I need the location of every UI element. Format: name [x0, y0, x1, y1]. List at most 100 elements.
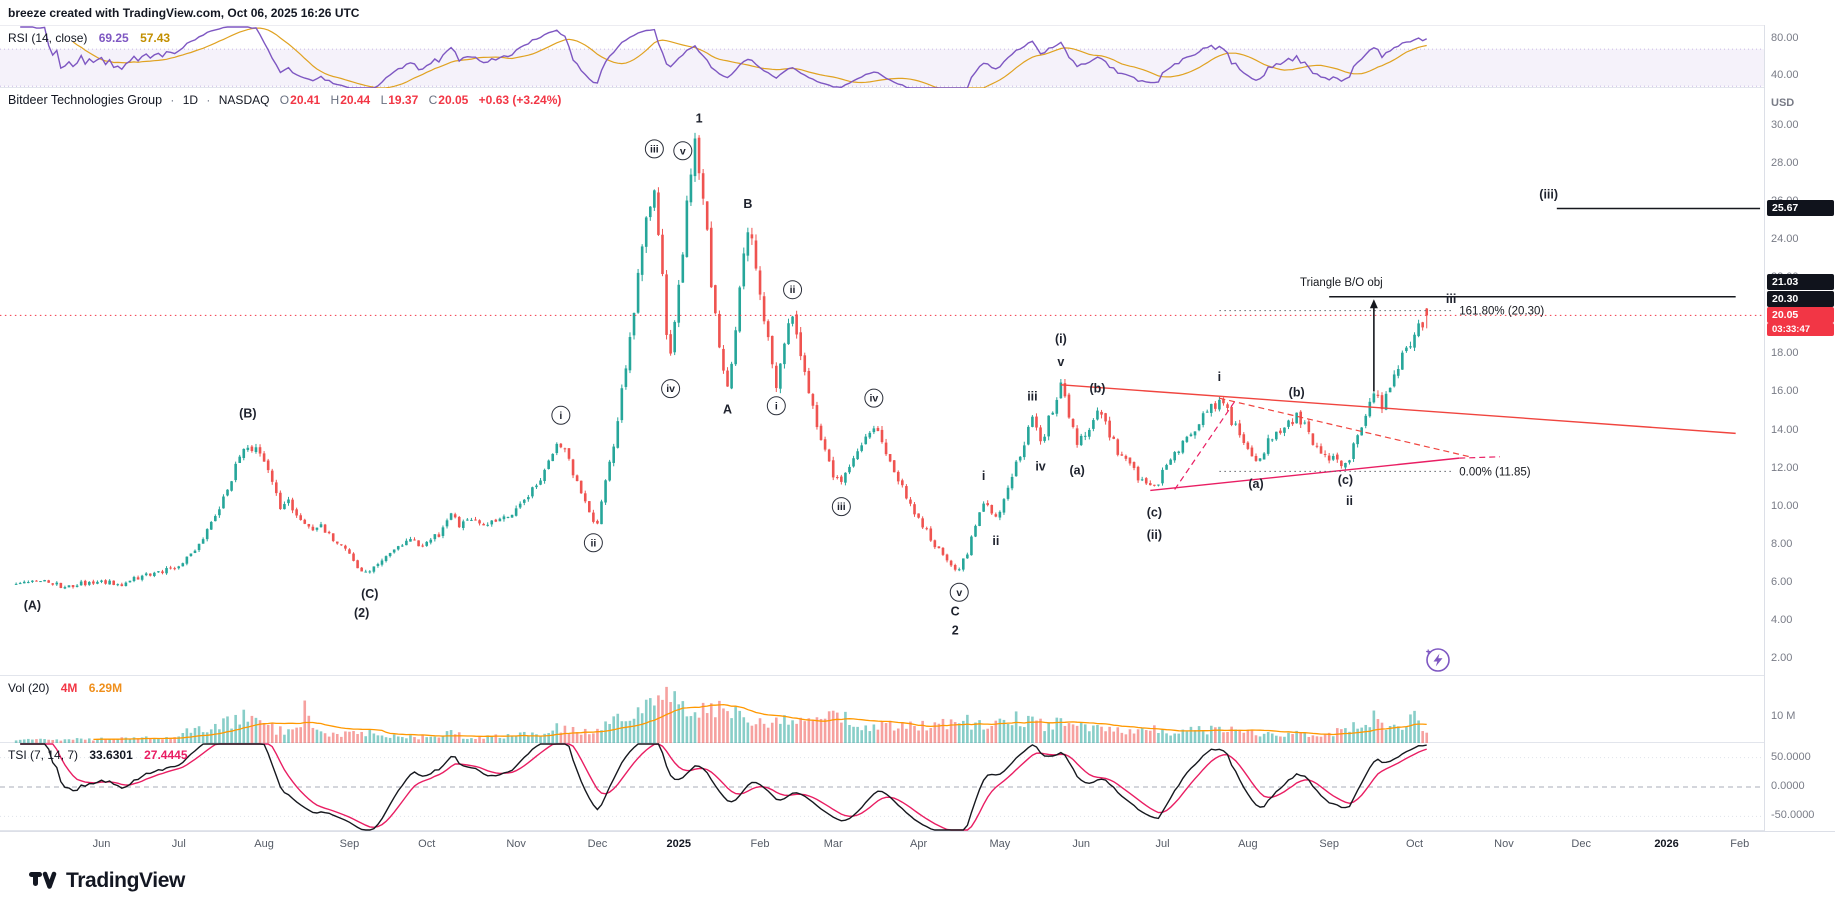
svg-text:B: B: [743, 197, 752, 211]
svg-text:(b): (b): [1289, 385, 1305, 399]
close-label: C: [428, 93, 438, 107]
time-axis-label: Oct: [1405, 838, 1424, 850]
svg-text:A: A: [723, 403, 732, 417]
bar-countdown: 03:33:47: [1767, 323, 1834, 337]
tsi-value: 33.6301: [89, 748, 133, 762]
rsi-ma-value: 57.43: [140, 31, 171, 45]
axis-tick-label: 40.00: [1771, 68, 1799, 81]
rsi-band: [0, 49, 1764, 87]
svg-text:iii: iii: [1446, 292, 1456, 306]
svg-text:(iii): (iii): [1539, 188, 1558, 202]
svg-text:(2): (2): [354, 606, 369, 620]
candles-layer: [14, 132, 1429, 590]
axis-tick-label: 10 M: [1771, 710, 1796, 723]
svg-text:(A): (A): [24, 599, 41, 613]
price-scale[interactable]: USD 30.0028.0026.0024.0022.0020.0018.001…: [1764, 25, 1835, 831]
svg-text:Triangle B/O obj: Triangle B/O obj: [1300, 277, 1383, 289]
time-axis-label: Sep: [339, 838, 360, 850]
svg-text:(C): (C): [361, 587, 378, 601]
svg-text:(a): (a): [1248, 477, 1263, 491]
svg-text:(b): (b): [1089, 382, 1105, 396]
change-value: +0.63 (+3.24%): [478, 93, 562, 107]
rsi-value: 69.25: [98, 31, 129, 45]
tsi-line: [20, 743, 1427, 831]
tsi-indicator-title[interactable]: TSI (7, 14, 7): [8, 748, 79, 762]
time-axis-label: Dec: [587, 838, 608, 850]
tsi-legend: TSI (7, 14, 7) 33.6301 27.4445: [8, 748, 188, 762]
svg-text:ii: ii: [590, 537, 596, 549]
time-axis-label: Sep: [1319, 838, 1339, 850]
svg-text:i: i: [559, 410, 562, 422]
axis-tick-label: 30.00: [1771, 119, 1799, 132]
axis-tick-label: 0.0000: [1771, 780, 1805, 792]
time-axis-label: Jun: [92, 838, 111, 850]
high-label: H: [330, 93, 340, 107]
tsi-canvas[interactable]: [0, 743, 1764, 831]
rsi-indicator-title[interactable]: RSI (14, close): [8, 31, 88, 45]
axis-tick-label: 8.00: [1771, 537, 1793, 550]
price-badge: 20.05: [1767, 307, 1834, 324]
drawings-layer: [0, 207, 1764, 492]
boost-icon[interactable]: [1422, 644, 1452, 674]
svg-text:2: 2: [952, 623, 959, 637]
rsi-canvas[interactable]: [0, 26, 1764, 89]
svg-text:161.80% (20.30): 161.80% (20.30): [1459, 306, 1544, 318]
close-value: 20.05: [438, 93, 469, 107]
watermark-note: breeze created with TradingView.com, Oct…: [0, 0, 1835, 25]
time-axis-label: 2026: [1654, 838, 1679, 850]
volume-canvas[interactable]: [0, 676, 1764, 743]
open-label: O: [279, 93, 290, 107]
separator: ·: [170, 93, 175, 107]
volume-indicator-title[interactable]: Vol (20): [8, 681, 50, 695]
rsi-line: [20, 26, 1428, 89]
svg-text:1: 1: [696, 111, 703, 125]
price-badge: 21.03: [1767, 274, 1834, 291]
axis-tick-label: 2.00: [1771, 651, 1793, 664]
low-value: 19.37: [388, 93, 419, 107]
svg-text:C: C: [951, 604, 960, 618]
svg-text:i: i: [775, 400, 778, 412]
tsi-signal-value: 27.4445: [144, 748, 188, 762]
axis-tick-label: 80.00: [1771, 31, 1799, 44]
svg-text:v: v: [956, 587, 962, 599]
volume-pane[interactable]: Vol (20) 4M 6.29M: [0, 676, 1764, 743]
svg-text:iii: iii: [1027, 389, 1037, 403]
tradingview-logo-text: TradingView: [66, 869, 185, 892]
time-axis-label: May: [989, 838, 1011, 850]
time-axis[interactable]: Jun Jul Aug Sep Oct Nov Dec 2025 Feb Mar Apr May Jun…: [0, 831, 1835, 856]
time-axis-label: Jul: [1155, 838, 1170, 850]
svg-text:iii: iii: [837, 501, 846, 513]
time-axis-label: Nov: [506, 838, 526, 850]
axis-tick-label: 12.00: [1771, 461, 1799, 474]
currency-label[interactable]: USD: [1771, 97, 1795, 109]
axis-tick-label: 24.00: [1771, 233, 1799, 246]
svg-text:(c): (c): [1338, 473, 1353, 487]
time-axis-label: 2025: [666, 838, 691, 850]
svg-text:iv: iv: [666, 383, 675, 395]
axis-tick-label: 16.00: [1771, 385, 1799, 398]
time-axis-label: Dec: [1571, 838, 1591, 850]
svg-text:i: i: [982, 469, 985, 483]
time-axis-label: Jun: [1072, 838, 1091, 850]
svg-text:(B): (B): [239, 406, 256, 420]
tradingview-logo[interactable]: TradingView: [28, 869, 185, 893]
svg-text:(ii): (ii): [1147, 528, 1162, 542]
price-badge: 25.67: [1767, 200, 1834, 217]
tsi-pane[interactable]: TSI (7, 14, 7) 33.6301 27.4445: [0, 743, 1764, 831]
symbol-title[interactable]: Bitdeer Technologies Group: [8, 93, 163, 107]
high-value: 20.44: [340, 93, 371, 107]
volume-ma-value: 6.29M: [88, 681, 123, 695]
interval-label[interactable]: 1D: [182, 93, 199, 107]
axis-tick-label: -50.0000: [1771, 809, 1815, 822]
axis-tick-label: 10.00: [1771, 499, 1799, 512]
time-axis-label: Mar: [823, 838, 843, 850]
svg-text:0.00% (11.85): 0.00% (11.85): [1459, 466, 1531, 478]
time-axis-label: Apr: [910, 838, 928, 850]
axis-tick-label: 50.0000: [1771, 750, 1811, 763]
svg-text:v: v: [680, 145, 686, 157]
time-axis-label: Oct: [418, 838, 436, 850]
price-canvas[interactable]: (A)(B)(C)(2)iiiiiiivv1ABiiiiiiivvC2iiiii…: [0, 88, 1764, 676]
rsi-pane[interactable]: RSI (14, close) 69.25 57.43: [0, 25, 1764, 89]
